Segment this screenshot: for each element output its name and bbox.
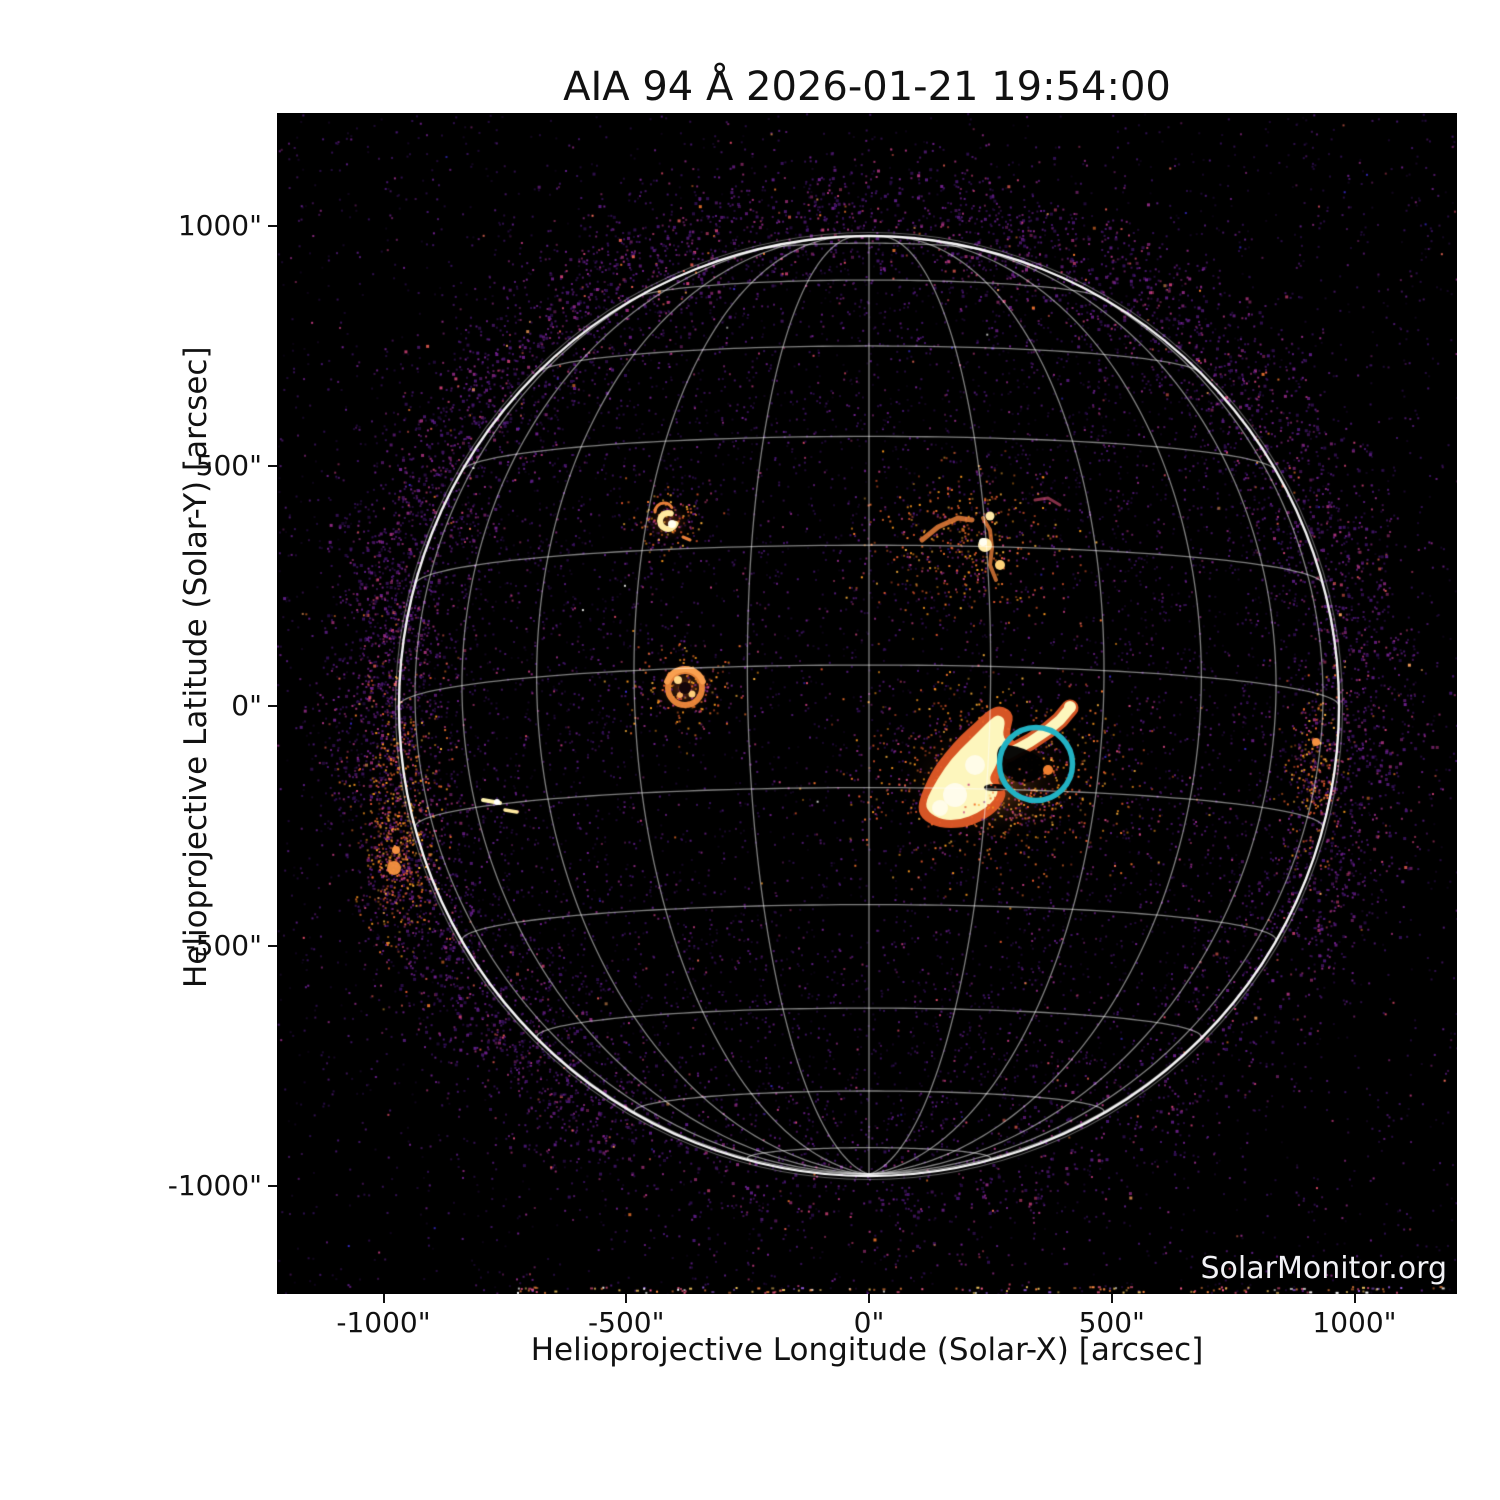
y-tick-label: 0" (231, 689, 262, 722)
solar-disk-canvas[interactable] (277, 113, 1457, 1294)
x-tick-label: 500" (1078, 1306, 1145, 1339)
x-tick-mark (868, 1294, 870, 1303)
x-axis-label: Helioprojective Longitude (Solar-X) [arc… (530, 1332, 1204, 1368)
chart-title: AIA 94 Å 2026-01-21 19:54:00 (563, 64, 1171, 110)
x-tick-mark (625, 1294, 628, 1303)
y-tick-mark (268, 225, 277, 227)
x-tick-label: 0" (853, 1306, 885, 1339)
y-tick-label: -1000" (167, 1169, 262, 1202)
x-tick-mark (382, 1294, 385, 1303)
x-tick-label: -1000" (336, 1306, 431, 1339)
y-tick-mark (268, 705, 277, 707)
x-tick-label: 1000" (1312, 1306, 1397, 1339)
y-tick-label: 500" (195, 449, 262, 482)
y-tick-mark (268, 945, 277, 947)
x-tick-mark (1353, 1294, 1356, 1303)
y-tick-label: 1000" (177, 209, 262, 242)
watermark: SolarMonitor.org (1200, 1251, 1447, 1286)
plot-area: SolarMonitor.org (277, 113, 1457, 1294)
x-tick-label: -500" (588, 1306, 665, 1339)
x-tick-mark (1110, 1294, 1113, 1303)
y-tick-mark (268, 1185, 277, 1187)
y-tick-mark (268, 465, 277, 467)
y-tick-label: -500" (185, 929, 262, 962)
